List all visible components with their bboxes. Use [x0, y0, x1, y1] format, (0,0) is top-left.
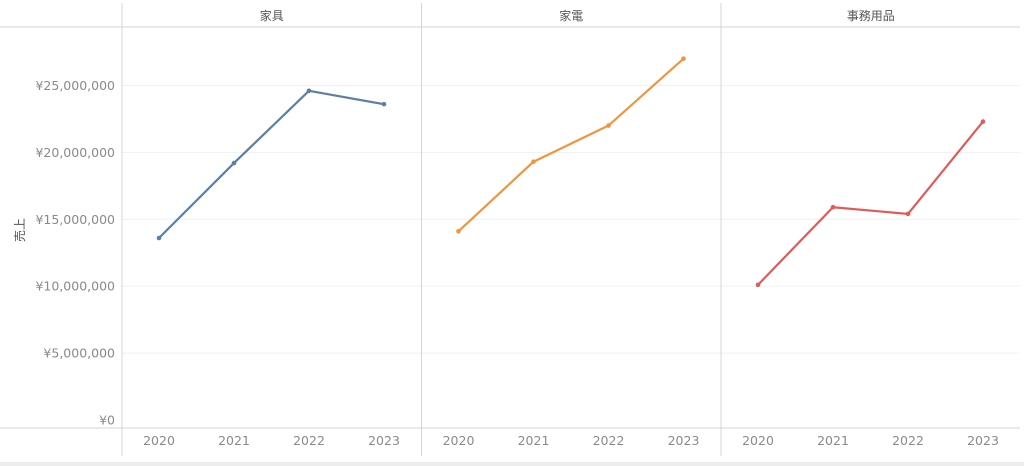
panel-title: 家電	[559, 8, 583, 23]
panel-frames	[0, 3, 1020, 456]
x-tick-label: 2023	[668, 433, 700, 448]
panel-title: 事務用品	[847, 9, 895, 23]
x-tick-label: 2022	[293, 433, 325, 448]
data-point[interactable]	[830, 204, 836, 210]
x-tick-label: 2023	[368, 433, 400, 448]
x-tick-label: 2020	[143, 433, 175, 448]
data-point[interactable]	[456, 229, 461, 234]
panel-title: 家具	[260, 8, 284, 23]
data-point[interactable]	[381, 101, 387, 107]
data-point[interactable]	[306, 88, 312, 94]
series-line	[157, 89, 386, 240]
data-point[interactable]	[905, 211, 911, 217]
y-tick-label: ¥10,000,000	[35, 279, 115, 294]
data-point[interactable]	[231, 160, 237, 166]
x-tick-label: 2021	[218, 433, 250, 448]
x-tick-label: 2022	[593, 433, 625, 448]
panel-titles: 家具 家電 事務用品	[260, 8, 895, 23]
x-tick-label: 2020	[443, 433, 475, 448]
x-tick-label: 2020	[742, 433, 774, 448]
data-point[interactable]	[606, 123, 611, 128]
y-tick-label: ¥20,000,000	[35, 145, 115, 160]
series-lines	[156, 56, 986, 288]
data-point[interactable]	[156, 235, 162, 241]
y-axis-label: 売上	[12, 218, 27, 242]
data-point[interactable]	[980, 119, 986, 124]
data-point[interactable]	[681, 56, 686, 61]
y-tick-label: ¥15,000,000	[35, 212, 115, 227]
x-axis-ticks: 2020 2021 2022 2023 2020 2021 2022 2023 2020 2021…	[143, 433, 999, 448]
data-point[interactable]	[531, 159, 536, 165]
x-tick-label: 2023	[967, 433, 999, 448]
x-tick-label: 2021	[518, 433, 550, 448]
bottom-scrollbar-track	[0, 462, 1024, 466]
y-tick-label: ¥0	[99, 413, 115, 428]
gridlines	[122, 84, 1020, 354]
y-axis-ticks: ¥0 ¥5,000,000 ¥10,000,000 ¥15,000,000 ¥20,00…	[35, 78, 115, 428]
y-tick-label: ¥5,000,000	[43, 346, 115, 361]
x-tick-label: 2022	[892, 433, 924, 448]
series-line	[756, 120, 985, 286]
x-tick-label: 2021	[817, 433, 849, 448]
y-tick-label: ¥25,000,000	[35, 78, 115, 93]
data-point[interactable]	[755, 282, 761, 288]
series-line	[457, 57, 685, 233]
